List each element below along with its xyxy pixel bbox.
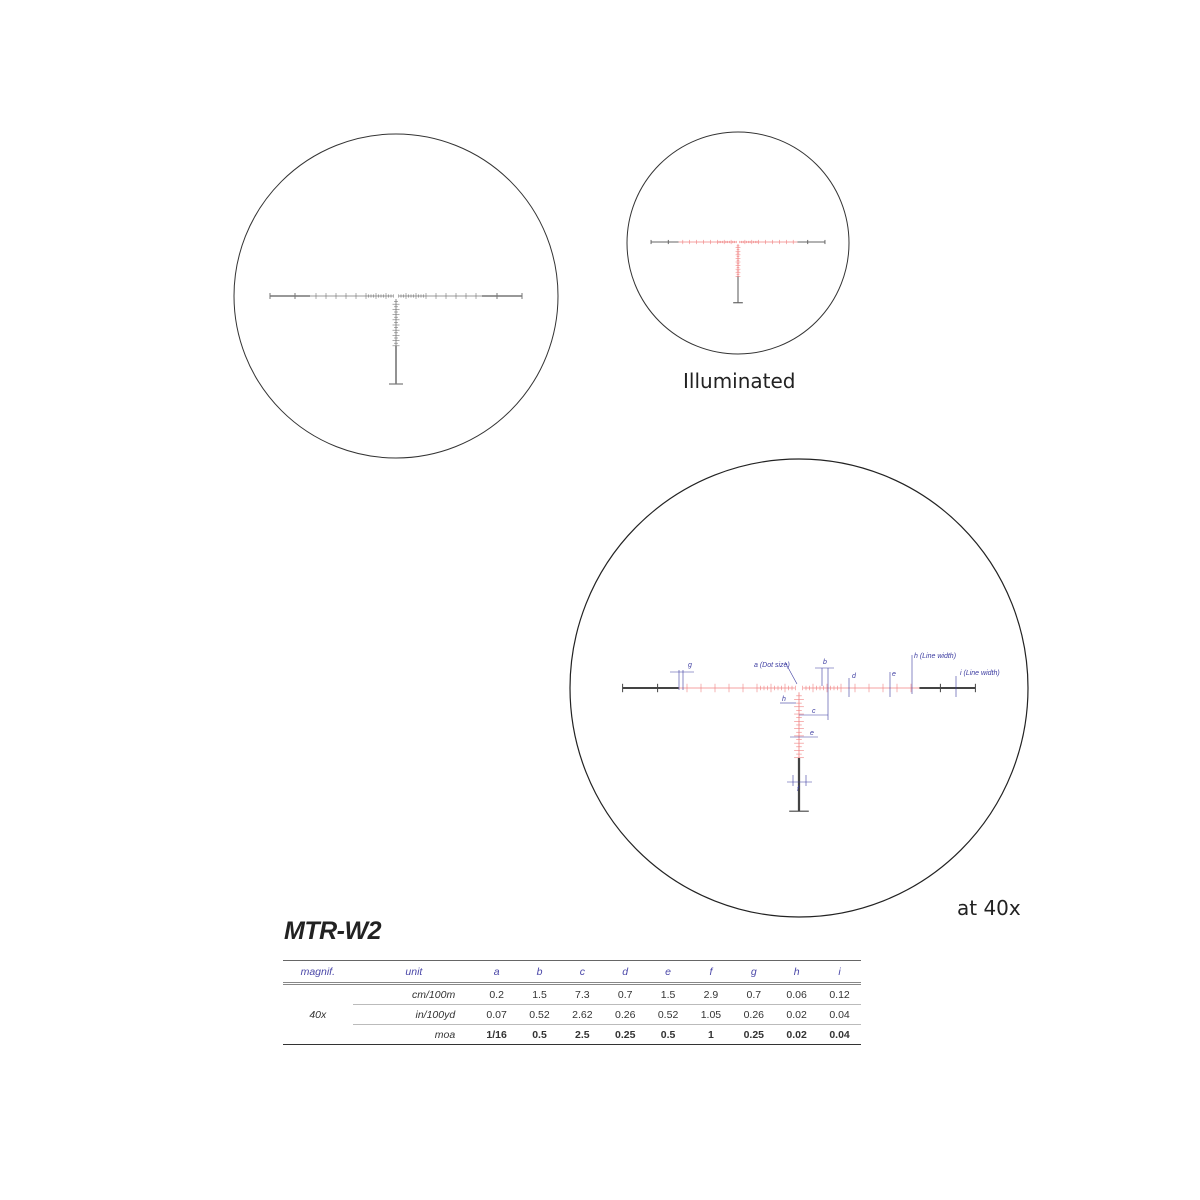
value-cell: 0.25 bbox=[603, 1024, 647, 1045]
column-header: unit bbox=[352, 960, 476, 985]
reticle-view-40x bbox=[569, 458, 1029, 918]
value-cell: 0.5 bbox=[646, 1024, 690, 1045]
value-cell: 1/16 bbox=[475, 1024, 519, 1045]
column-header: f bbox=[689, 960, 733, 985]
value-cell: 0.7 bbox=[732, 983, 776, 1005]
value-cell: 0.2 bbox=[475, 983, 519, 1005]
unit-cell: moa bbox=[352, 1024, 476, 1045]
reticle-view-standard bbox=[233, 133, 559, 459]
column-header: b bbox=[518, 960, 561, 985]
value-cell: 0.52 bbox=[518, 1004, 561, 1025]
annotation-e-vert: e bbox=[810, 730, 814, 737]
reticle-40x bbox=[622, 683, 976, 812]
value-cell: 7.3 bbox=[560, 983, 604, 1005]
value-cell: 1.5 bbox=[518, 983, 561, 1005]
column-header: i bbox=[818, 960, 861, 985]
table-row: moa 1/16 0.5 2.5 0.25 0.5 1 0.25 0.02 0.04 bbox=[283, 1024, 861, 1045]
value-cell: 2.9 bbox=[689, 983, 733, 1005]
magnification-cell: 40x bbox=[283, 983, 353, 1045]
value-cell: 0.26 bbox=[603, 1004, 647, 1025]
column-header: g bbox=[732, 960, 776, 985]
value-cell: 2.62 bbox=[560, 1004, 604, 1025]
model-title: MTR-W2 bbox=[284, 917, 381, 945]
annotation-e-top: e bbox=[892, 671, 896, 678]
column-header: magnif. bbox=[283, 960, 353, 985]
dimension-annotations bbox=[670, 655, 957, 786]
value-cell: 0.25 bbox=[732, 1024, 776, 1045]
column-header: e bbox=[646, 960, 690, 985]
column-header: c bbox=[560, 960, 604, 985]
unit-cell: cm/100m bbox=[352, 983, 476, 1005]
reticle-view-illuminated bbox=[626, 131, 850, 355]
table-row: in/100yd 0.07 0.52 2.62 0.26 0.52 1.05 0.26 0.02… bbox=[283, 1004, 861, 1025]
unit-cell: in/100yd bbox=[352, 1004, 476, 1025]
value-cell: 0.26 bbox=[732, 1004, 776, 1025]
annotation-c: c bbox=[812, 708, 816, 715]
value-cell: 0.02 bbox=[775, 1004, 819, 1025]
annotation-g: g bbox=[688, 662, 692, 669]
table-row: 40x cm/100m 0.2 1.5 7.3 0.7 1.5 2.9 0.7 0.06 0.12 bbox=[283, 983, 861, 1045]
value-cell: 0.07 bbox=[475, 1004, 519, 1025]
value-cell: 0.52 bbox=[646, 1004, 690, 1025]
column-header: d bbox=[603, 960, 647, 985]
value-cell: 0.12 bbox=[818, 983, 861, 1005]
annotation-a: a (Dot size) bbox=[754, 662, 790, 669]
value-cell: 0.02 bbox=[775, 1024, 819, 1045]
value-cell: 0.5 bbox=[518, 1024, 561, 1045]
value-cell: 0.7 bbox=[603, 983, 647, 1005]
annotation-d: d bbox=[852, 673, 857, 680]
annotation-i: i (Line width) bbox=[960, 670, 1000, 677]
value-cell: 0.04 bbox=[818, 1024, 861, 1045]
caption-illuminated: Illuminated bbox=[683, 369, 796, 393]
reticle-illuminated bbox=[650, 239, 826, 304]
value-cell: 0.04 bbox=[818, 1004, 861, 1025]
caption-magnification: at 40x bbox=[957, 896, 1021, 920]
column-header: a bbox=[475, 960, 519, 985]
value-cell: 1.05 bbox=[689, 1004, 733, 1025]
value-cell: 1 bbox=[689, 1024, 733, 1045]
value-cell: 2.5 bbox=[560, 1024, 604, 1045]
specs-table: magnif. unit a b c d e f g h i 40x cm/100m 0.2 1.5 7.3… bbox=[283, 960, 861, 1045]
annotation-f: f bbox=[797, 786, 800, 793]
value-cell: 0.06 bbox=[775, 983, 819, 1005]
annotation-h-top: h (Line width) bbox=[914, 653, 956, 660]
reticle-standard bbox=[269, 293, 523, 385]
annotation-h-left: h bbox=[782, 696, 786, 703]
column-header: h bbox=[775, 960, 819, 985]
annotation-b: b bbox=[823, 659, 827, 666]
value-cell: 1.5 bbox=[646, 983, 690, 1005]
